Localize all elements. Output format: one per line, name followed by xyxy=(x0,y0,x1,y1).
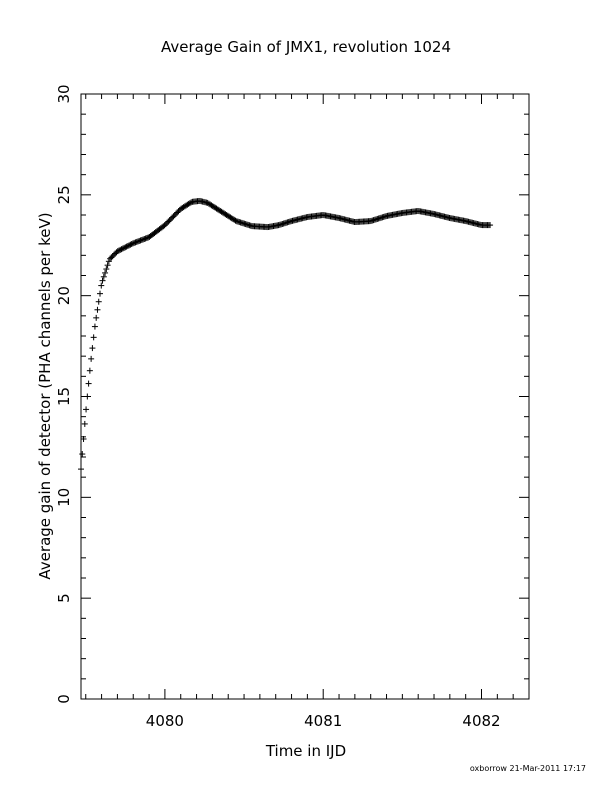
data-point xyxy=(79,451,86,458)
data-point xyxy=(107,255,114,262)
y-tick-label: 25 xyxy=(55,185,73,204)
data-point xyxy=(123,243,130,250)
data-point xyxy=(100,273,107,280)
x-axis-label: Time in IJD xyxy=(265,742,346,760)
data-point xyxy=(95,298,102,305)
data-point xyxy=(170,213,177,220)
data-point xyxy=(93,314,100,321)
data-point xyxy=(127,241,134,248)
data-point xyxy=(232,217,239,224)
data-point xyxy=(103,266,110,273)
data-point xyxy=(166,217,173,224)
data-point xyxy=(81,420,88,427)
data-point xyxy=(96,290,103,297)
axis-ticks xyxy=(81,93,530,700)
x-tick-label: 4081 xyxy=(304,712,342,730)
data-point xyxy=(89,345,96,352)
data-point xyxy=(171,212,178,219)
data-point xyxy=(91,323,98,330)
data-point xyxy=(102,269,109,276)
data-point xyxy=(83,406,90,413)
data-point xyxy=(164,219,171,226)
footer-credit: oxborrow 21-Mar-2011 17:17 xyxy=(470,764,586,773)
data-point xyxy=(186,200,193,207)
y-tick-label: 0 xyxy=(55,694,73,704)
data-point xyxy=(172,210,179,217)
data-point xyxy=(108,254,115,261)
data-point xyxy=(80,435,87,442)
data-point xyxy=(169,214,176,221)
data-point xyxy=(85,380,92,387)
data-point xyxy=(90,334,97,341)
y-tick-label: 10 xyxy=(55,488,73,507)
data-point xyxy=(119,245,126,252)
data-point xyxy=(94,306,101,313)
data-point xyxy=(174,209,181,216)
data-point xyxy=(126,242,133,249)
data-point xyxy=(86,367,93,374)
data-point xyxy=(121,244,128,251)
y-tick-label: 20 xyxy=(55,286,73,305)
plot-frame xyxy=(80,93,530,700)
data-point xyxy=(162,221,169,228)
data-point xyxy=(99,277,106,284)
y-tick-label: 5 xyxy=(55,593,73,603)
data-point xyxy=(128,241,135,248)
data-point xyxy=(84,393,91,400)
data-points xyxy=(78,197,494,473)
y-tick-label: 15 xyxy=(55,387,73,406)
data-point xyxy=(104,262,111,269)
data-point xyxy=(109,253,116,260)
data-point xyxy=(124,242,131,249)
x-tick-label: 4082 xyxy=(462,712,500,730)
data-point xyxy=(117,246,124,253)
data-point xyxy=(231,216,238,223)
data-point xyxy=(98,282,105,289)
axis-tick-labels: 0 5 10 15 20 25 30 4080 4081 4082 xyxy=(55,84,501,730)
data-point xyxy=(122,244,129,251)
data-point xyxy=(487,222,494,229)
data-point xyxy=(114,248,121,255)
x-tick-label: 4080 xyxy=(146,712,184,730)
y-tick-label: 30 xyxy=(55,84,73,103)
data-point xyxy=(110,251,117,258)
data-point xyxy=(167,215,174,222)
data-point xyxy=(118,246,125,253)
data-point xyxy=(105,258,112,265)
chart-title: Average Gain of JMX1, revolution 1024 xyxy=(161,38,451,56)
data-point xyxy=(129,240,136,247)
y-axis-label: Average gain of detector (PHA channels p… xyxy=(36,212,54,579)
data-point xyxy=(78,466,84,473)
data-point xyxy=(161,222,168,229)
data-point xyxy=(165,218,172,225)
data-point xyxy=(115,247,122,254)
data-point xyxy=(88,355,95,362)
